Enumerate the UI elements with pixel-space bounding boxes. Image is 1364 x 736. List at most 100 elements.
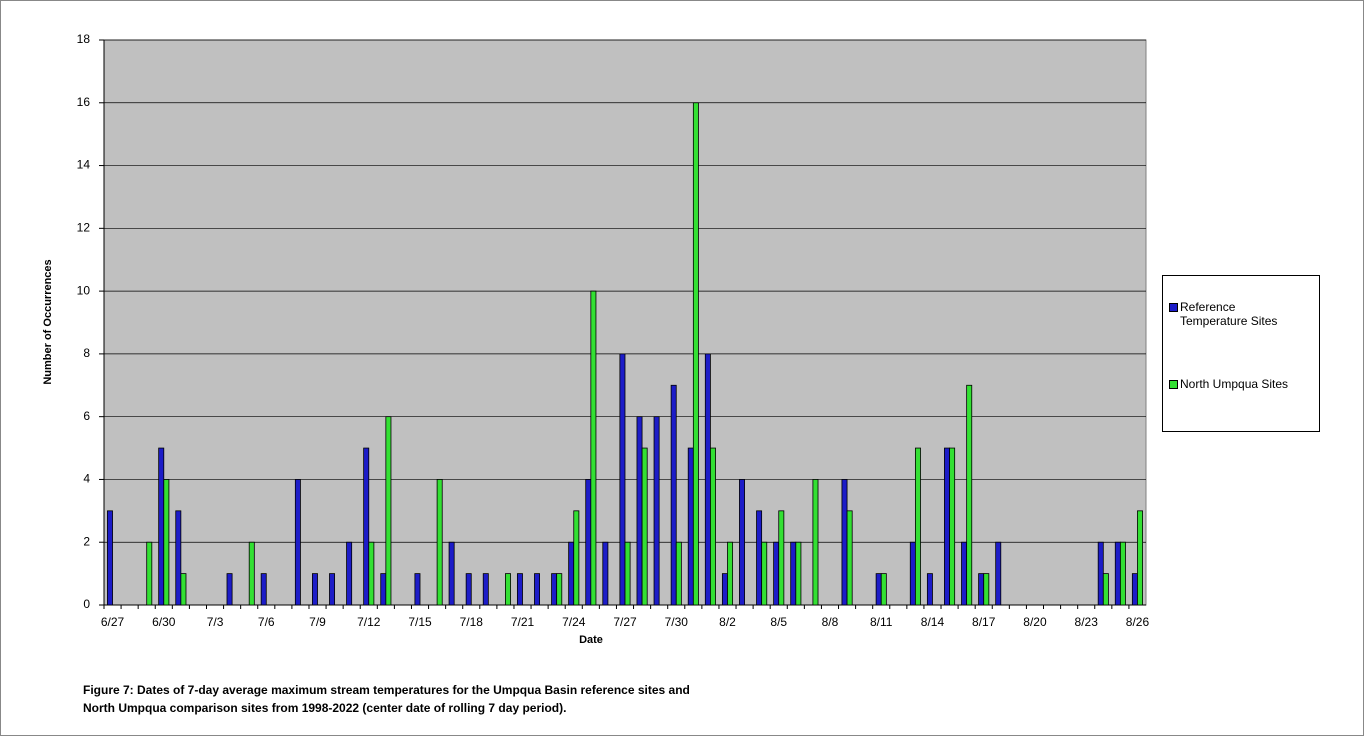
bar: [926, 573, 933, 606]
y-tick-label: 14: [77, 158, 91, 172]
x-tick-label: 7/27: [613, 615, 637, 629]
bar: [812, 479, 819, 606]
bar: [1131, 573, 1138, 606]
bar: [778, 510, 785, 606]
x-tick-label: 7/30: [665, 615, 689, 629]
bar: [107, 510, 113, 606]
bar: [590, 290, 597, 606]
bar: [146, 541, 153, 606]
y-tick-label: 18: [77, 32, 91, 46]
bar: [385, 416, 392, 606]
bar: [1102, 573, 1109, 606]
bar: [653, 416, 660, 606]
bar: [949, 447, 956, 606]
bar: [727, 541, 734, 606]
bar: [710, 447, 716, 606]
bar: [534, 573, 540, 606]
bar: [983, 573, 990, 606]
bar: [311, 573, 318, 606]
bar: [1137, 510, 1143, 606]
y-tick-label: 12: [77, 221, 91, 235]
legend-entry: North Umpqua Sites: [1169, 377, 1305, 391]
bar: [1097, 541, 1104, 606]
bar: [961, 541, 968, 606]
bar: [1119, 541, 1126, 606]
bar: [380, 573, 387, 606]
bar: [1114, 541, 1121, 606]
y-axis-title: Number of Occurrences: [42, 259, 54, 384]
x-tick-label: 8/11: [870, 615, 893, 629]
x-tick-label: 8/2: [719, 615, 736, 629]
bar: [414, 573, 421, 606]
bar: [163, 479, 170, 606]
x-tick-label: 7/15: [408, 615, 432, 629]
bar: [721, 573, 728, 606]
bar: [624, 541, 631, 606]
x-tick-label: 7/18: [460, 615, 484, 629]
bar: [692, 102, 699, 606]
legend-entry: Reference Temperature Sites: [1169, 300, 1305, 328]
bar: [568, 541, 575, 606]
bar: [909, 541, 916, 606]
bar: [773, 541, 780, 606]
legend-swatch: [1169, 380, 1178, 389]
bar: [675, 541, 682, 606]
bar: [880, 573, 887, 606]
x-tick-label: 8/8: [822, 615, 839, 629]
bar: [551, 573, 558, 606]
bar: [363, 447, 370, 606]
bar: [841, 479, 848, 606]
x-tick-label: 8/20: [1023, 615, 1047, 629]
bar: [260, 573, 267, 606]
bar: [966, 384, 973, 606]
bar: [556, 573, 563, 606]
x-tick-label: 8/26: [1126, 615, 1150, 629]
x-tick-label: 7/6: [258, 615, 275, 629]
bar: [226, 573, 233, 606]
bar: [875, 573, 882, 606]
bar: [846, 510, 853, 606]
bar: [739, 479, 745, 606]
bar: [790, 541, 797, 606]
bar: [482, 573, 489, 606]
x-tick-label: 8/14: [921, 615, 945, 629]
bar: [175, 510, 182, 606]
x-tick-label: 8/5: [770, 615, 787, 629]
bar: [670, 384, 677, 606]
bar: [180, 573, 187, 606]
caption-line: Figure 7: Dates of 7-day average maximum…: [83, 683, 690, 697]
x-tick-label: 6/27: [101, 615, 125, 629]
x-tick-label: 7/24: [562, 615, 586, 629]
x-tick-label: 7/9: [309, 615, 326, 629]
y-tick-label: 6: [83, 409, 90, 423]
bar: [573, 510, 580, 606]
legend-label: Reference Temperature Sites: [1180, 300, 1278, 328]
bar: [368, 541, 375, 606]
bar: [465, 573, 472, 606]
bar: [795, 541, 802, 606]
bar: [636, 416, 643, 606]
x-tick-label: 7/12: [357, 615, 381, 629]
x-tick-label: 8/17: [972, 615, 996, 629]
legend: Reference Temperature Sites North Umpqua …: [1162, 275, 1320, 432]
bar: [978, 573, 985, 606]
y-tick-label: 10: [77, 283, 91, 297]
bar: [619, 353, 626, 606]
x-axis-title: Date: [579, 634, 603, 646]
y-tick-label: 16: [77, 95, 91, 109]
bar: [436, 479, 443, 606]
bar: [158, 447, 165, 606]
caption-line: North Umpqua comparison sites from 1998-…: [83, 701, 566, 715]
y-tick-label: 4: [83, 472, 90, 486]
bar: [448, 541, 455, 606]
bar: [329, 573, 336, 606]
legend-swatch: [1169, 303, 1178, 312]
bar: [914, 447, 921, 606]
y-tick-label: 8: [83, 346, 90, 360]
bar: [704, 353, 711, 606]
x-tick-label: 7/3: [207, 615, 224, 629]
y-tick-label: 0: [83, 597, 90, 611]
x-tick-label: 6/30: [152, 615, 176, 629]
